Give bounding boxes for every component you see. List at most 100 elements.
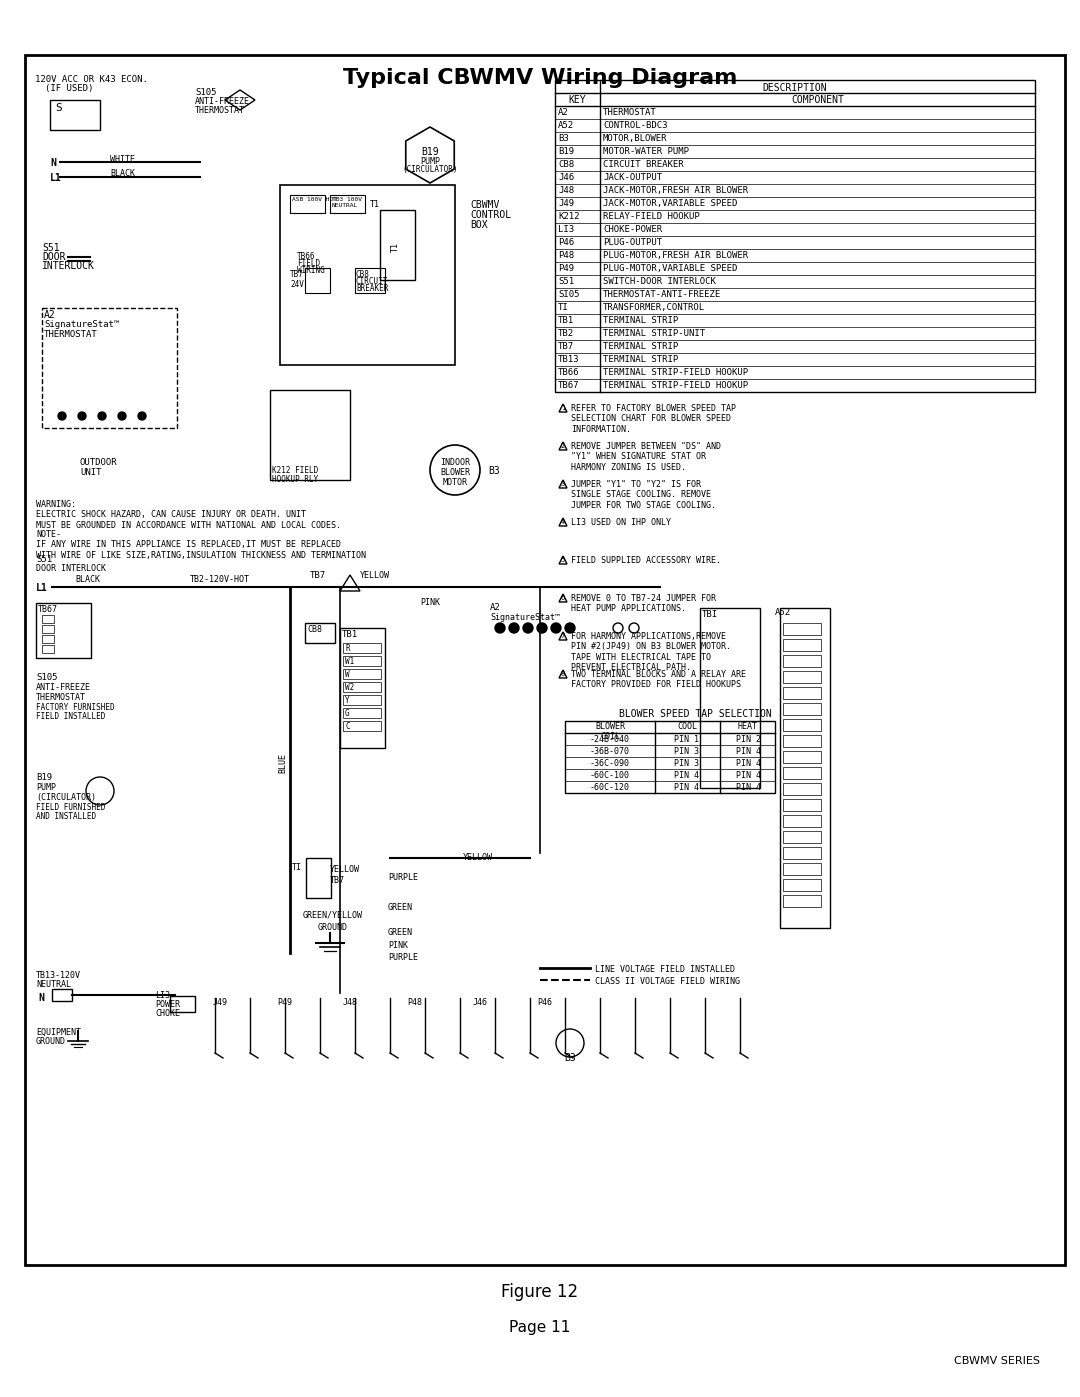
- Text: J48: J48: [558, 186, 575, 196]
- Text: (IF USED): (IF USED): [45, 84, 93, 94]
- Text: J49: J49: [558, 198, 575, 208]
- Circle shape: [118, 412, 126, 420]
- Text: CLASS II VOLTAGE FIELD WIRING: CLASS II VOLTAGE FIELD WIRING: [595, 977, 740, 986]
- Text: MOTOR: MOTOR: [443, 478, 468, 488]
- Text: A2: A2: [558, 108, 569, 117]
- Text: CHOKE: CHOKE: [156, 1009, 180, 1018]
- Text: EQUIPMENT: EQUIPMENT: [36, 1028, 81, 1037]
- Bar: [783, 735, 821, 747]
- Text: TB13-120V: TB13-120V: [36, 971, 81, 981]
- Text: (CIRCULATOR): (CIRCULATOR): [36, 793, 96, 802]
- Text: CONTROL-BDC3: CONTROL-BDC3: [603, 122, 667, 130]
- Text: -60C-100: -60C-100: [590, 771, 630, 780]
- Text: PINK: PINK: [388, 942, 408, 950]
- Text: OUTDOOR: OUTDOOR: [80, 458, 118, 467]
- Text: S: S: [55, 103, 62, 113]
- Bar: [340, 629, 384, 747]
- Text: TB7: TB7: [330, 876, 345, 886]
- Text: TERMINAL STRIP: TERMINAL STRIP: [603, 316, 678, 326]
- Text: CBWMV: CBWMV: [470, 200, 499, 210]
- Text: GREEN: GREEN: [388, 902, 413, 912]
- Text: PUMP: PUMP: [420, 156, 440, 166]
- Text: GREEN: GREEN: [388, 928, 413, 937]
- Text: PIN 1: PIN 1: [675, 735, 700, 745]
- Text: CONTROL: CONTROL: [470, 210, 511, 219]
- Text: HOOKUP RLY: HOOKUP RLY: [272, 475, 319, 483]
- Text: JACK-MOTOR,FRESH AIR BLOWER: JACK-MOTOR,FRESH AIR BLOWER: [603, 186, 748, 196]
- Text: RELAY-FIELD HOOKUP: RELAY-FIELD HOOKUP: [603, 212, 700, 221]
- Text: WARNING:
ELECTRIC SHOCK HAZARD, CAN CAUSE INJURY OR DEATH. UNIT
MUST BE GROUNDED: WARNING: ELECTRIC SHOCK HAZARD, CAN CAUS…: [36, 500, 341, 529]
- Circle shape: [138, 412, 146, 420]
- Text: PIN 4: PIN 4: [735, 759, 760, 768]
- Text: 6: 6: [561, 595, 565, 601]
- Bar: [783, 799, 821, 812]
- Text: K212: K212: [558, 212, 580, 221]
- Text: A52: A52: [775, 608, 792, 617]
- Text: COMPONENT: COMPONENT: [791, 95, 843, 105]
- Text: Page 11: Page 11: [510, 1320, 570, 1336]
- Text: N: N: [38, 993, 44, 1003]
- Text: N: N: [50, 158, 56, 168]
- Text: MOTOR-WATER PUMP: MOTOR-WATER PUMP: [603, 147, 689, 156]
- Bar: [291, 196, 325, 212]
- Bar: [783, 782, 821, 795]
- Text: THERMOSTAT: THERMOSTAT: [44, 330, 98, 339]
- Text: TRANSFORMER,CONTROL: TRANSFORMER,CONTROL: [603, 303, 705, 312]
- Text: PIN 4: PIN 4: [675, 782, 700, 792]
- Text: THERMOSTAT-ANTI-FREEZE: THERMOSTAT-ANTI-FREEZE: [603, 291, 721, 299]
- Text: PURPLE: PURPLE: [388, 873, 418, 882]
- Bar: [783, 703, 821, 715]
- Text: COOL: COOL: [677, 722, 697, 731]
- Bar: [42, 636, 54, 643]
- Text: BLOWER: BLOWER: [440, 468, 470, 476]
- Bar: [343, 694, 381, 705]
- Text: J48: J48: [342, 997, 357, 1007]
- Text: 7: 7: [561, 633, 565, 638]
- Text: WIRING: WIRING: [297, 265, 325, 275]
- Text: L1: L1: [36, 583, 48, 592]
- Text: SWITCH-DOOR INTERLOCK: SWITCH-DOOR INTERLOCK: [603, 277, 716, 286]
- Text: FIELD INSTALLED: FIELD INSTALLED: [36, 712, 106, 721]
- Bar: [783, 831, 821, 842]
- Text: DESCRIPTION: DESCRIPTION: [762, 82, 827, 94]
- Text: CB8: CB8: [356, 270, 369, 279]
- Text: Y: Y: [345, 696, 350, 705]
- Text: PIN 4: PIN 4: [675, 771, 700, 780]
- Text: GROUND: GROUND: [318, 923, 348, 932]
- Bar: [42, 645, 54, 652]
- Text: LINE VOLTAGE FIELD INSTALLED: LINE VOLTAGE FIELD INSTALLED: [595, 965, 735, 974]
- Text: ASB 100V HOT: ASB 100V HOT: [292, 197, 337, 203]
- Text: BLOWER
COIL: BLOWER COIL: [595, 722, 625, 742]
- Text: POWER: POWER: [156, 1000, 180, 1009]
- Text: THERMOSTAT: THERMOSTAT: [195, 106, 245, 115]
- Text: WHITE: WHITE: [110, 155, 135, 163]
- Bar: [783, 719, 821, 731]
- Polygon shape: [225, 89, 255, 110]
- Circle shape: [523, 623, 534, 633]
- Text: TERMINAL STRIP-FIELD HOOKUP: TERMINAL STRIP-FIELD HOOKUP: [603, 381, 748, 390]
- Text: PIN 3: PIN 3: [675, 747, 700, 756]
- Bar: [52, 989, 72, 1002]
- Text: B3: B3: [558, 134, 569, 142]
- Text: CBWMV SERIES: CBWMV SERIES: [954, 1356, 1040, 1366]
- Bar: [280, 184, 455, 365]
- Text: THERMOSTAT: THERMOSTAT: [603, 108, 657, 117]
- Text: 2: 2: [561, 443, 565, 448]
- Text: T1: T1: [370, 200, 380, 210]
- Text: S51: S51: [36, 555, 52, 564]
- Bar: [36, 604, 91, 658]
- Text: YELLOW: YELLOW: [360, 571, 390, 580]
- Text: INDOOR: INDOOR: [440, 458, 470, 467]
- Text: MOTOR,BLOWER: MOTOR,BLOWER: [603, 134, 667, 142]
- Bar: [555, 80, 1035, 393]
- Text: J49: J49: [213, 997, 228, 1007]
- Bar: [50, 101, 100, 130]
- Text: INTERLOCK: INTERLOCK: [42, 261, 95, 271]
- Text: REMOVE JUMPER BETWEEN "DS" AND
"Y1" WHEN SIGNATURE STAT OR
HARMONY ZONING IS USE: REMOVE JUMPER BETWEEN "DS" AND "Y1" WHEN…: [571, 441, 721, 472]
- Text: L1: L1: [50, 173, 62, 183]
- Circle shape: [495, 623, 505, 633]
- Text: LI3 USED ON IHP ONLY: LI3 USED ON IHP ONLY: [571, 518, 671, 527]
- Bar: [355, 268, 384, 293]
- Text: BOX: BOX: [470, 219, 488, 231]
- Text: YELLOW: YELLOW: [330, 865, 360, 875]
